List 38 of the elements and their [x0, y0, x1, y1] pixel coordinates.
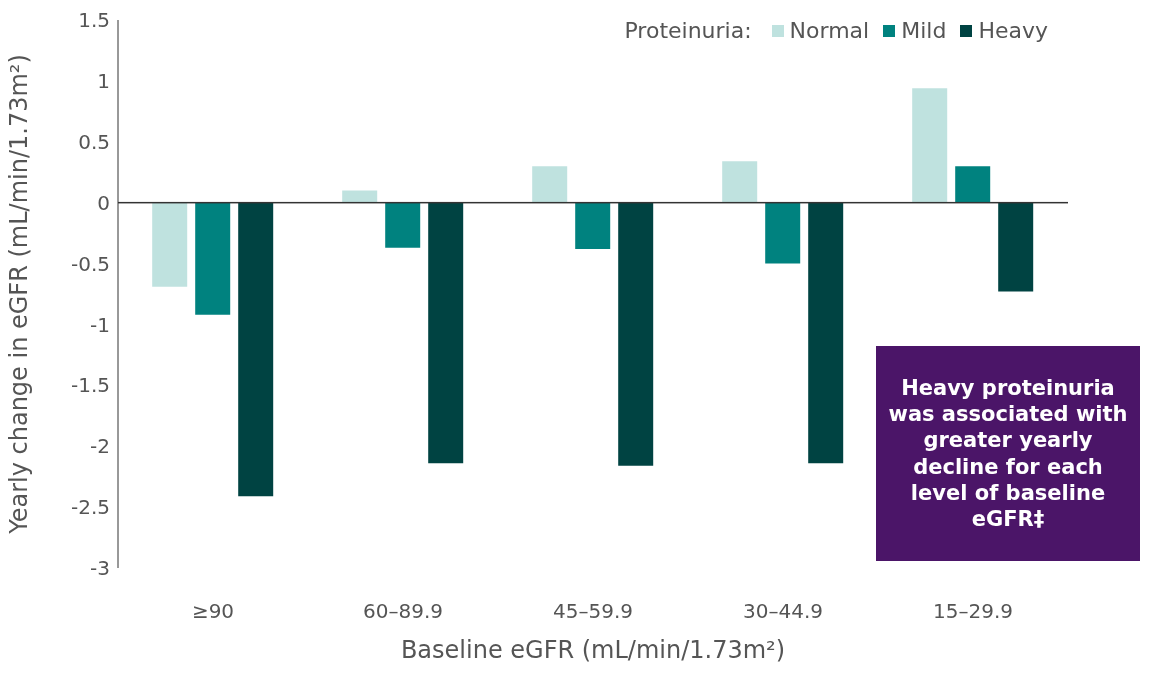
y-tick-label: 1.5 [78, 8, 110, 33]
bar [385, 202, 421, 248]
y-tick-label: 0.5 [78, 129, 110, 154]
y-tick-label: -0.5 [70, 251, 110, 276]
bar [428, 202, 464, 464]
y-tick-label: -3 [90, 556, 110, 581]
y-tick-label: 0 [97, 190, 110, 215]
y-tick-label: -1 [90, 312, 110, 337]
x-tick-label: 60–89.9 [363, 599, 443, 624]
bar [618, 202, 654, 466]
y-tick-label: -1.5 [70, 373, 110, 398]
legend-title: Proteinuria: [624, 18, 752, 43]
bar [808, 202, 844, 464]
x-tick-label: ≥90 [191, 599, 235, 624]
bar [342, 190, 378, 203]
x-tick-label: 45–59.9 [553, 599, 633, 624]
bar [575, 202, 611, 249]
y-axis-title: Yearly change in eGFR (mL/min/1.73m²) [4, 54, 33, 535]
bar [955, 166, 991, 203]
bar [998, 202, 1034, 292]
legend-label: Mild [901, 18, 947, 43]
bar [532, 166, 568, 203]
legend-label: Normal [789, 18, 870, 43]
annotation: Heavy proteinuria was associated with greater yearly decline for each level of baseline eGFR‡ [887, 374, 1129, 533]
x-tick-label: 15–29.9 [933, 599, 1013, 624]
y-tick-label: -2.5 [70, 495, 110, 520]
bar [238, 202, 274, 497]
y-tick-label: 1 [97, 68, 110, 93]
bar [912, 88, 948, 203]
bar [195, 202, 231, 315]
note-box: Heavy proteinuria was associated with greater yearly decline for each level of baseline eGFR‡ [876, 346, 1140, 561]
x-tick-label: 30–44.9 [743, 599, 823, 624]
bar [765, 202, 801, 264]
x-axis-title: Baseline eGFR (mL/min/1.73m²) [400, 636, 786, 664]
legend-label: Heavy [978, 18, 1048, 43]
y-tick-label: -2 [90, 434, 110, 459]
bar [152, 202, 188, 287]
bar [722, 161, 758, 203]
